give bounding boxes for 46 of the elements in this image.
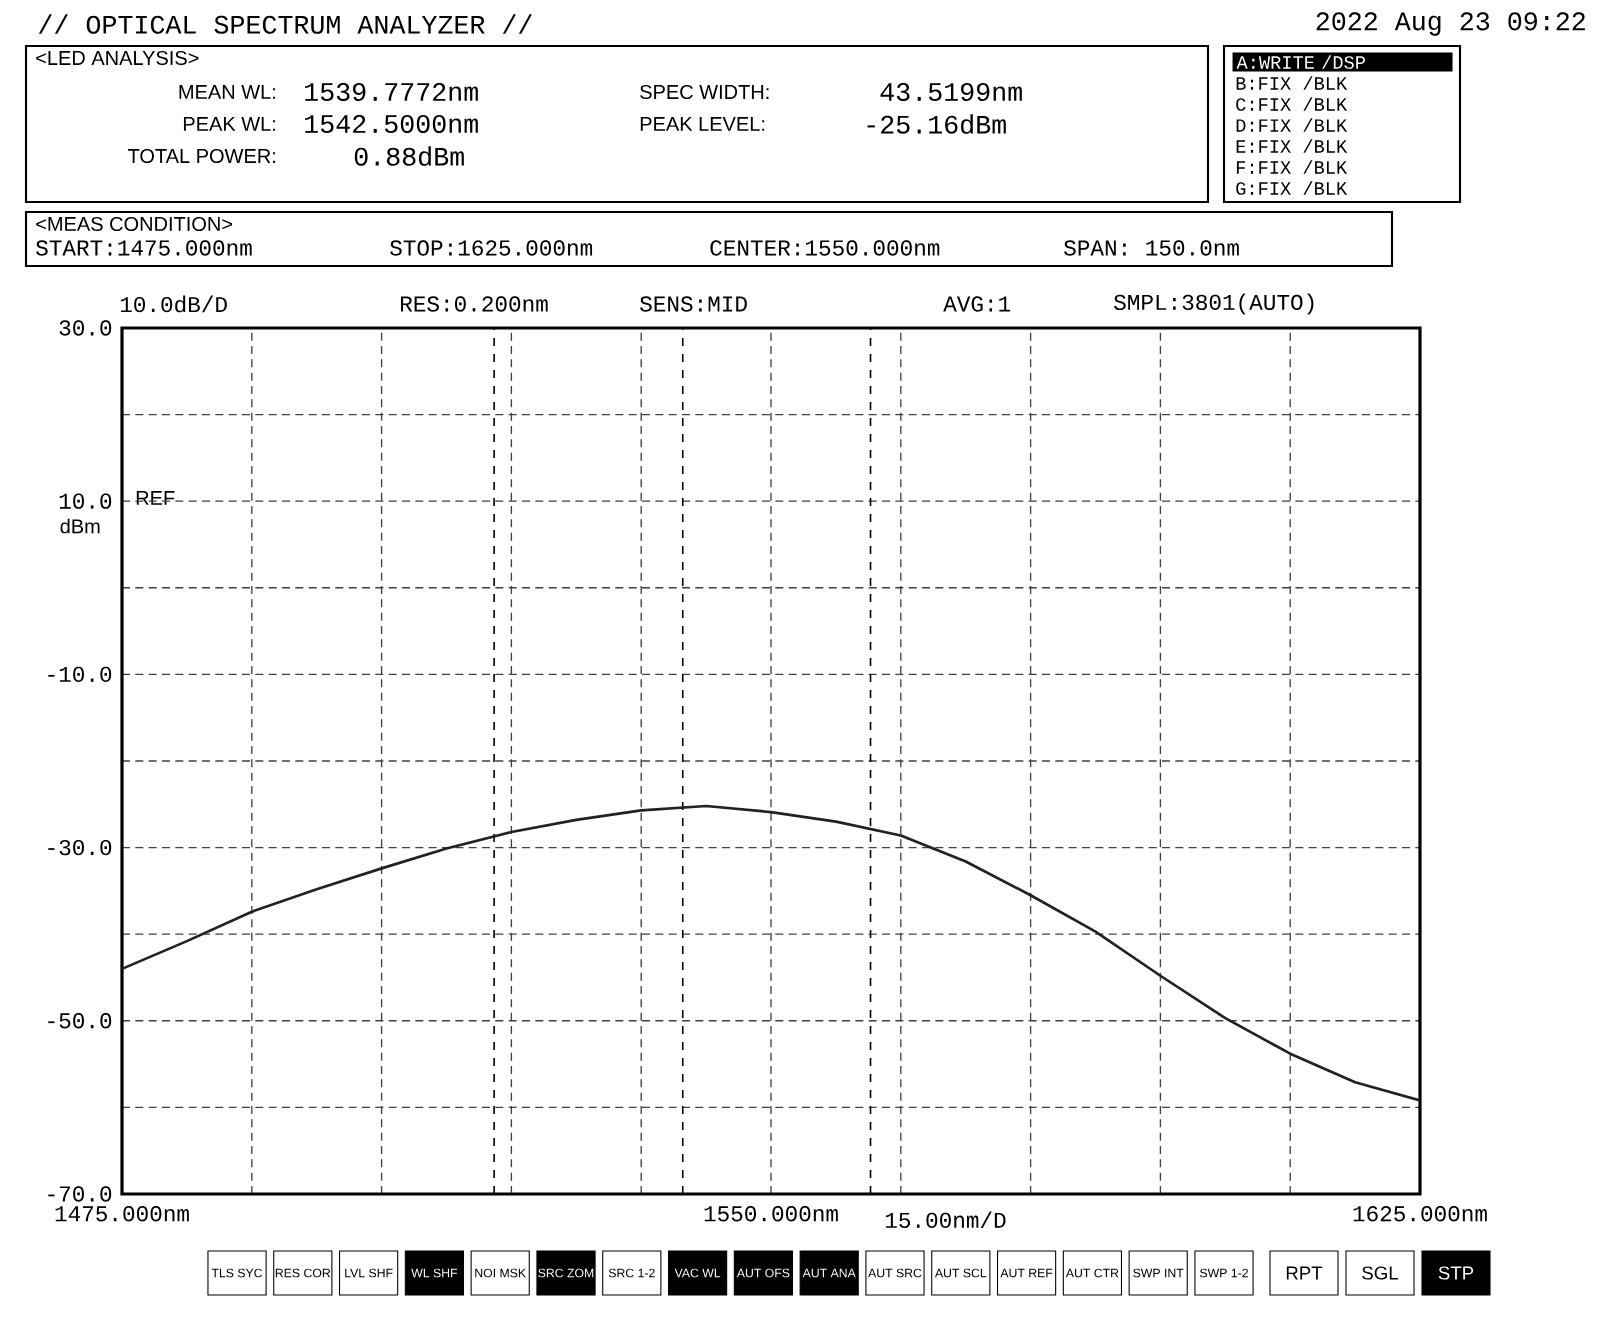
- text: C:FIX /BLK: [1236, 97, 1348, 111]
- text: SENS:MID: [640, 296, 747, 312]
- text: B:FIX /BLK: [1236, 76, 1348, 90]
- text: G:FIX /BLK: [1236, 181, 1348, 195]
- text: 2022 Aug 23 09:22: [1316, 12, 1585, 36]
- text: START:1475.000nm: [36, 240, 252, 256]
- text: RPT: [1286, 1266, 1323, 1280]
- annotation: REF: [136, 491, 175, 505]
- y-tick-label: 30.0: [59, 320, 112, 336]
- text: 10.0dB/D: [120, 295, 227, 313]
- text: D:FIX /BLK: [1236, 118, 1348, 132]
- text: 43.5199nm: [880, 82, 1022, 102]
- text: A:WRITE /DSP: [1236, 55, 1365, 69]
- y-tick-label: 10.0: [59, 493, 112, 509]
- text: STP: [1438, 1266, 1474, 1280]
- text: TOTAL POWER:: [127, 148, 275, 164]
- text: SPEC WIDTH:: [640, 84, 769, 100]
- text: F:FIX /BLK: [1236, 160, 1348, 174]
- text: RES:0.200nm: [401, 296, 548, 312]
- text: dBm: [60, 518, 100, 534]
- text: PEAK WL:: [183, 117, 275, 131]
- text: PEAK LEVEL:: [640, 117, 765, 131]
- text: MEAN WL:: [179, 85, 275, 99]
- line-series: [122, 804, 1420, 1102]
- text: CENTER:1550.000nm: [710, 240, 940, 256]
- text: E:FIX /BLK: [1236, 139, 1348, 153]
- y-tick-label: -10.0: [48, 666, 112, 683]
- chart-title: // OPTICAL SPECTRUM ANALYZER //: [38, 14, 532, 34]
- x-tick-label: 1550.000nm: [704, 1206, 838, 1222]
- x-tick-label: 1475.000nm: [55, 1206, 189, 1222]
- text: 1542.5000nm: [305, 114, 478, 134]
- y-tick-label: -50.0: [48, 1013, 112, 1029]
- text: 0.88dBm: [354, 146, 464, 166]
- text: 1539.7772nm: [305, 82, 478, 102]
- y-tick-label: -30.0: [48, 839, 112, 856]
- text: SMPL:3801(AUTO): [1114, 293, 1314, 315]
- y-tick-label: -70.0: [48, 1186, 112, 1202]
- text: -25.16dBm: [867, 114, 1006, 134]
- text: <MEAS CONDITION>: [36, 216, 233, 232]
- text: SGL: [1362, 1266, 1399, 1280]
- text: STOP:1625.000nm: [390, 240, 593, 256]
- text: <LED ANALYSIS>: [36, 50, 199, 66]
- text: SPAN: 150.0nm: [1064, 240, 1239, 256]
- x-tick-label: 1625.000nm: [1353, 1206, 1487, 1222]
- x-axis-title: 15.00nm/D: [885, 1211, 1006, 1229]
- text: AVG:1: [943, 296, 1011, 312]
